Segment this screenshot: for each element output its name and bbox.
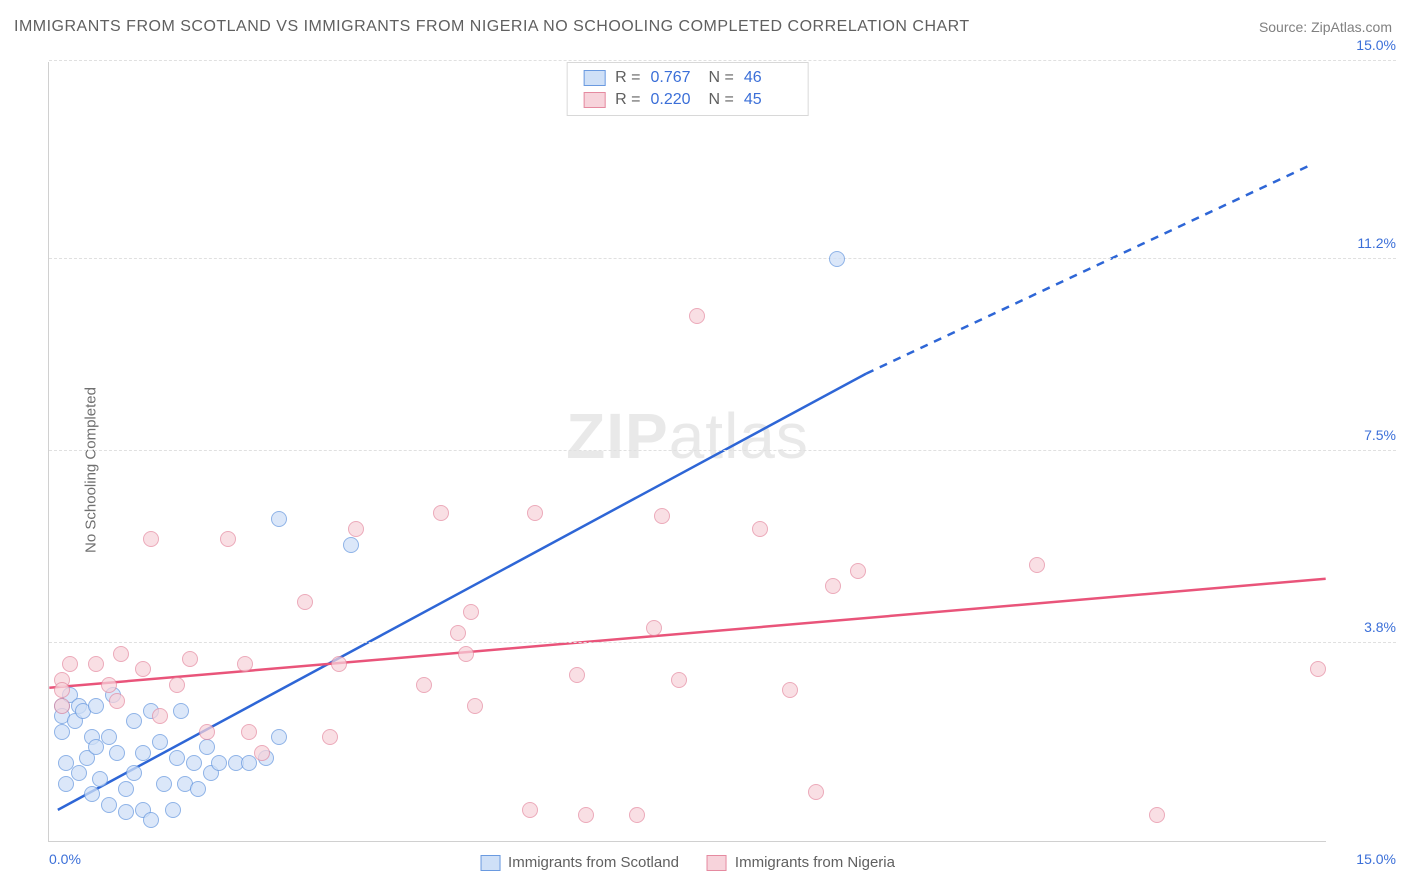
data-point-nigeria [331, 656, 347, 672]
data-point-nigeria [850, 563, 866, 579]
data-point-scotland [829, 251, 845, 267]
source: Source: ZipAtlas.com [1259, 19, 1392, 35]
data-point-nigeria [671, 672, 687, 688]
data-point-nigeria [463, 604, 479, 620]
data-point-nigeria [1149, 807, 1165, 823]
data-point-nigeria [254, 745, 270, 761]
data-point-nigeria [143, 531, 159, 547]
data-point-nigeria [752, 521, 768, 537]
data-point-scotland [101, 729, 117, 745]
data-point-scotland [271, 729, 287, 745]
data-point-scotland [190, 781, 206, 797]
data-point-scotland [126, 713, 142, 729]
legend-series: Immigrants from Scotland Immigrants from … [480, 854, 895, 871]
data-point-scotland [173, 703, 189, 719]
y-tick-label: 11.2% [1336, 235, 1396, 251]
data-point-scotland [211, 755, 227, 771]
data-point-scotland [92, 771, 108, 787]
legend-stat-row: R =0.767N =46 [579, 67, 796, 89]
data-point-nigeria [169, 677, 185, 693]
legend-item: Immigrants from Nigeria [707, 854, 895, 871]
data-point-nigeria [54, 698, 70, 714]
data-point-nigeria [54, 682, 70, 698]
data-point-nigeria [1029, 557, 1045, 573]
data-point-nigeria [450, 625, 466, 641]
data-point-nigeria [135, 661, 151, 677]
data-point-nigeria [152, 708, 168, 724]
data-point-scotland [118, 804, 134, 820]
data-point-scotland [84, 786, 100, 802]
data-point-scotland [135, 745, 151, 761]
data-point-nigeria [522, 802, 538, 818]
data-point-scotland [71, 765, 87, 781]
legend-stats: R =0.767N =46R =0.220N =45 [566, 62, 809, 116]
data-point-nigeria [113, 646, 129, 662]
data-point-scotland [343, 537, 359, 553]
data-point-nigeria [654, 508, 670, 524]
data-point-nigeria [527, 505, 543, 521]
data-point-nigeria [416, 677, 432, 693]
data-point-nigeria [1310, 661, 1326, 677]
data-point-nigeria [297, 594, 313, 610]
source-link[interactable]: ZipAtlas.com [1311, 19, 1392, 35]
scatter-plot: ZIPatlas R =0.767N =46R =0.220N =45 Immi… [48, 62, 1326, 842]
data-point-nigeria [458, 646, 474, 662]
data-point-nigeria [101, 677, 117, 693]
data-point-nigeria [825, 578, 841, 594]
data-point-scotland [186, 755, 202, 771]
data-point-nigeria [199, 724, 215, 740]
y-tick-label: 7.5% [1336, 427, 1396, 443]
trend-lines [49, 62, 1326, 841]
chart-title: IMMIGRANTS FROM SCOTLAND VS IMMIGRANTS F… [14, 18, 970, 36]
data-point-nigeria [109, 693, 125, 709]
data-point-nigeria [578, 807, 594, 823]
data-point-scotland [101, 797, 117, 813]
data-point-nigeria [433, 505, 449, 521]
legend-item: Immigrants from Scotland [480, 854, 679, 871]
y-tick-label: 3.8% [1336, 619, 1396, 635]
data-point-nigeria [629, 807, 645, 823]
data-point-scotland [118, 781, 134, 797]
data-point-nigeria [782, 682, 798, 698]
data-point-scotland [165, 802, 181, 818]
data-point-nigeria [569, 667, 585, 683]
x-tick-label: 0.0% [49, 851, 81, 867]
data-point-scotland [126, 765, 142, 781]
data-point-nigeria [322, 729, 338, 745]
data-point-scotland [143, 812, 159, 828]
y-tick-label: 15.0% [1336, 37, 1396, 53]
source-label: Source: [1259, 19, 1307, 35]
data-point-nigeria [62, 656, 78, 672]
x-tick-label: 15.0% [1356, 851, 1396, 867]
data-point-scotland [271, 511, 287, 527]
data-point-scotland [199, 739, 215, 755]
data-point-nigeria [467, 698, 483, 714]
data-point-scotland [156, 776, 172, 792]
data-point-nigeria [241, 724, 257, 740]
data-point-nigeria [88, 656, 104, 672]
data-point-nigeria [348, 521, 364, 537]
data-point-scotland [88, 698, 104, 714]
data-point-scotland [152, 734, 168, 750]
legend-stat-row: R =0.220N =45 [579, 89, 796, 111]
data-point-nigeria [646, 620, 662, 636]
data-point-scotland [109, 745, 125, 761]
data-point-nigeria [220, 531, 236, 547]
data-point-nigeria [689, 308, 705, 324]
data-point-nigeria [237, 656, 253, 672]
data-point-nigeria [182, 651, 198, 667]
data-point-nigeria [808, 784, 824, 800]
data-point-scotland [169, 750, 185, 766]
